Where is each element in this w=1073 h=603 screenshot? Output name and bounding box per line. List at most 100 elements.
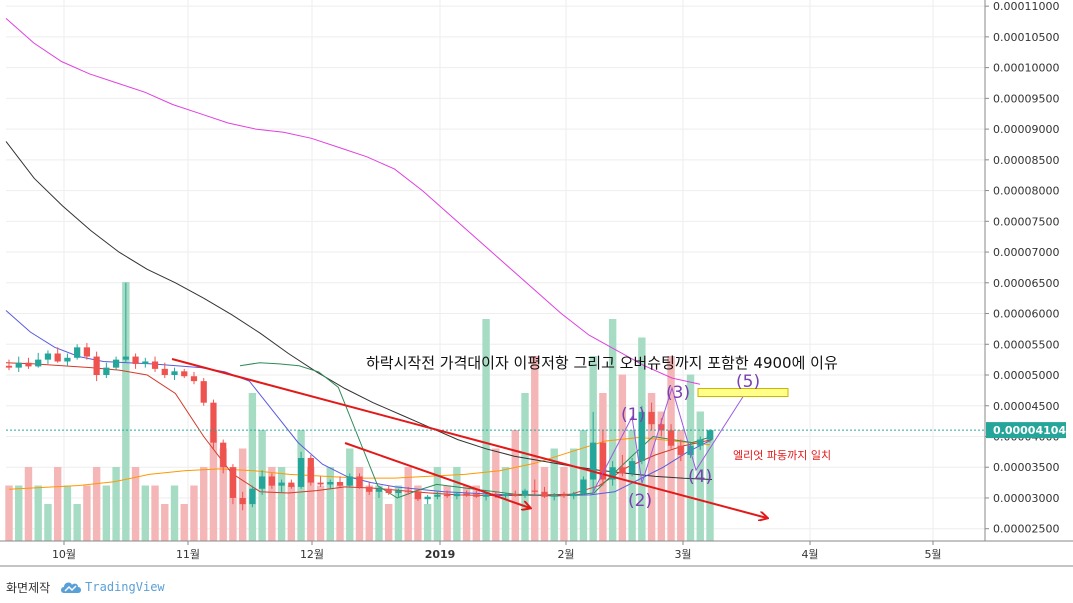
candle-body — [541, 491, 548, 497]
price-chart[interactable]: (1) (2) (3) (4) (5)하락시작전 가격대이자 이평저항 그리고 오버슈팅… — [0, 0, 1073, 575]
tradingview-brand[interactable]: TradingView — [60, 580, 165, 594]
volume-bar — [34, 485, 42, 541]
candle-body — [521, 490, 529, 496]
volume-bar — [404, 467, 412, 541]
volume-bar — [677, 430, 685, 541]
candle-body — [531, 490, 538, 492]
candle-body — [132, 356, 139, 364]
candle-body — [93, 356, 100, 376]
volume-bar — [628, 430, 636, 541]
y-tick-label: 0.00005000 — [993, 369, 1059, 382]
candle-body — [249, 488, 256, 505]
volume-bar — [608, 319, 617, 541]
volume-bar — [268, 467, 276, 541]
volume-bar — [102, 485, 111, 541]
volume-bar — [83, 485, 91, 541]
candle-body — [268, 476, 275, 486]
candle-body — [74, 347, 81, 358]
candle-body — [580, 479, 587, 494]
candle-body — [658, 424, 665, 431]
candle-body — [297, 458, 305, 487]
x-tick-label: 11월 — [176, 548, 200, 561]
candle-body — [706, 430, 714, 440]
candle-body — [395, 490, 402, 494]
x-tick-label: 3월 — [674, 548, 691, 561]
moving-average-line — [5, 18, 701, 385]
volume-bar — [414, 485, 422, 541]
elliott-wave-label: (4) — [688, 467, 712, 487]
footer: 화면제작 TradingView — [6, 577, 165, 597]
volume-bar — [219, 448, 227, 541]
candle-body — [434, 494, 441, 497]
candle-body — [171, 371, 178, 376]
candle-body — [667, 430, 675, 446]
volume-bar — [336, 485, 344, 541]
annotation-title-note: 하락시작전 가격대이자 이평저항 그리고 오버슈팅까지 포함한 4900에 이유 — [366, 354, 838, 372]
volume-bar — [385, 504, 393, 541]
volume-bar — [453, 467, 461, 541]
volume-bar — [472, 485, 481, 541]
candle-body — [619, 467, 626, 474]
x-tick-label: 5월 — [924, 548, 941, 561]
candle-body — [697, 439, 704, 446]
volume-bar — [15, 485, 23, 541]
volume-bar — [346, 448, 354, 541]
volume-bar — [73, 504, 81, 541]
candle-body — [424, 496, 431, 500]
x-tick-label: 2월 — [557, 548, 574, 561]
candle-body — [5, 365, 13, 368]
candle-body — [677, 445, 684, 455]
y-tick-label: 0.00003500 — [993, 461, 1059, 474]
candle-body — [560, 494, 568, 497]
candle-body — [502, 494, 509, 497]
target-zone-box — [697, 388, 789, 398]
candle-body — [288, 482, 295, 487]
candle-body — [405, 490, 412, 492]
candle-body — [599, 442, 607, 480]
candle-body — [590, 442, 597, 480]
volume-bar — [462, 485, 471, 541]
candle-body — [463, 493, 470, 495]
volume-bar — [170, 485, 179, 541]
volume-bar — [277, 467, 286, 541]
candle-body — [259, 476, 266, 489]
volume-bar — [307, 467, 315, 541]
y-tick-label: 0.00007000 — [993, 246, 1059, 259]
candle-body — [638, 411, 645, 462]
candle-body — [336, 481, 344, 486]
volume-bar — [696, 411, 704, 541]
y-tick-label: 0.00010500 — [993, 31, 1059, 44]
volume-bar — [24, 467, 33, 541]
tradingview-cloud-icon — [61, 582, 82, 593]
volume-bar — [122, 282, 130, 541]
candle-body — [220, 442, 227, 468]
candle-body — [609, 467, 616, 480]
y-tick-label: 0.00008500 — [993, 154, 1059, 167]
candle-body — [229, 467, 237, 498]
candle-body — [356, 476, 363, 487]
volume-bar — [560, 467, 568, 541]
last-price-tag — [986, 422, 1066, 439]
candle-body — [570, 493, 577, 497]
x-tick-label: 10월 — [52, 548, 76, 561]
volume-bar — [423, 504, 432, 541]
elliott-wave-label: (3) — [666, 383, 690, 403]
candle-body — [151, 361, 159, 369]
candle-body — [181, 371, 188, 377]
volume-bar — [5, 485, 13, 541]
elliott-wave-path — [591, 386, 747, 495]
y-tick-label: 0.00010000 — [993, 62, 1059, 75]
y-tick-label: 0.00003000 — [993, 492, 1059, 505]
candle-body — [512, 494, 519, 496]
volume-bar — [375, 485, 383, 541]
volume-bar — [200, 467, 208, 541]
volume-bar — [151, 485, 159, 541]
volume-bar — [161, 504, 169, 541]
trend-line-major — [171, 358, 767, 518]
candle-body — [444, 494, 451, 497]
x-tick-label: 12월 — [300, 548, 324, 561]
y-tick-label: 0.00008000 — [993, 185, 1059, 198]
candle-body — [317, 482, 324, 485]
y-tick-label: 0.00007500 — [993, 215, 1059, 228]
candle-body — [482, 494, 490, 497]
